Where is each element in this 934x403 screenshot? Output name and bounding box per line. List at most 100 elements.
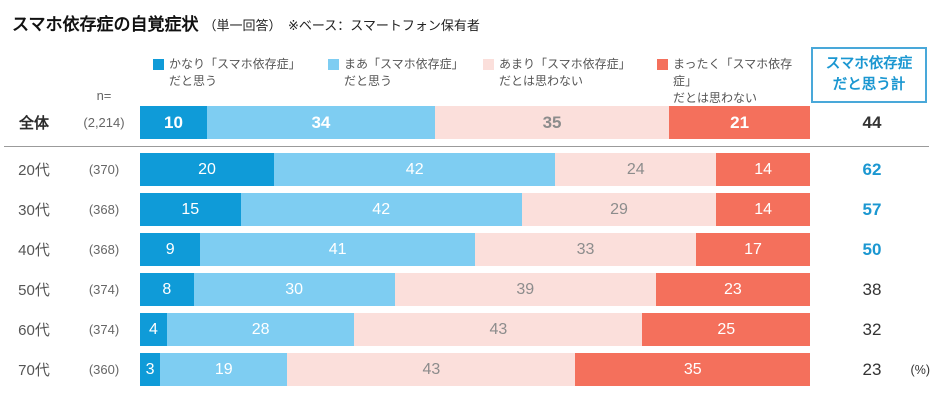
segment-value: 35	[542, 112, 562, 132]
bar-segment: 43	[287, 353, 576, 386]
row-total: 32	[862, 319, 882, 339]
bar-segment: 17	[696, 233, 810, 266]
segment-value: 15	[181, 200, 200, 218]
bar-segment: 28	[166, 313, 355, 346]
row-label: 50代	[18, 282, 50, 299]
segment-value: 21	[730, 112, 750, 132]
n-header-label: n=	[96, 88, 112, 103]
segment-value: 29	[610, 200, 628, 218]
segment-value: 34	[311, 112, 331, 132]
segment-value: 20	[198, 160, 216, 178]
stacked-bar: 8 30 39 23	[140, 273, 810, 306]
stacked-bar: 15 42 29 14	[140, 193, 810, 226]
total-box-line1: スマホ依存症	[825, 56, 913, 72]
bar-segment: 21	[669, 106, 810, 139]
segment-value: 14	[754, 200, 772, 218]
bar-segment: 20	[140, 153, 274, 186]
row-total: 38	[862, 279, 882, 299]
segment-value: 35	[683, 360, 702, 378]
stacked-bar: 4 28 43 25	[140, 313, 810, 346]
segment-value: 28	[251, 320, 270, 338]
row-n-value: (370)	[88, 162, 120, 177]
chart-row: 全体 (2,214) 10 34 35 21 44	[0, 106, 934, 139]
row-n-value: (374)	[88, 322, 120, 337]
row-total: 57	[862, 199, 882, 219]
bar-segment: 42	[274, 153, 556, 186]
bar-segment: 30	[193, 273, 395, 306]
row-label: 20代	[18, 162, 50, 179]
legend-item-label: まあ「スマホ依存症」 だと思う	[344, 57, 464, 88]
legend-swatch	[483, 59, 494, 70]
row-label: 60代	[18, 322, 50, 339]
total-box-line2: だと思う計	[832, 77, 906, 94]
row-total: 44	[862, 112, 882, 132]
segment-value: 43	[489, 320, 508, 338]
legend-swatch	[153, 59, 164, 70]
segment-value: 19	[214, 360, 233, 378]
chart-row: 40代 (368) 9 41 33 17 50	[0, 233, 934, 266]
segment-value: 39	[516, 280, 535, 298]
bar-segment: 29	[521, 193, 717, 226]
segment-value: 25	[717, 320, 736, 338]
chart-row: 20代 (370) 20 42 24 14 62	[0, 153, 934, 186]
segment-value: 41	[328, 240, 347, 258]
row-label: 全体	[18, 115, 49, 132]
legend-item: かなり「スマホ依存症」 だと思う	[153, 56, 328, 106]
legend: かなり「スマホ依存症」 だと思う まあ「スマホ依存症」 だと思う あまり「スマホ依存症」…	[153, 56, 809, 106]
legend-item-label: かなり「スマホ依存症」 だと思う	[169, 57, 301, 88]
total-summary-box: スマホ依存症 だと思う計	[811, 47, 927, 104]
segment-value: 42	[405, 160, 424, 178]
bar-segment: 3	[140, 353, 161, 386]
bar-segment: 25	[642, 313, 810, 346]
bar-segment: 15	[140, 193, 241, 226]
bar-segment: 10	[140, 106, 207, 139]
title-main: スマホ依存症の自覚症状	[12, 15, 199, 34]
segment-value: 33	[576, 240, 595, 258]
segment-value: 4	[148, 320, 158, 338]
stacked-bar: 10 34 35 21	[140, 106, 810, 139]
segment-value: 43	[422, 360, 441, 378]
row-n-value: (360)	[88, 362, 120, 377]
bar-segment: 34	[207, 106, 435, 139]
chart-rows: 全体 (2,214) 10 34 35 21 44 20代 (370) 20 42 24 14 62 30代…	[0, 106, 934, 393]
stacked-bar: 9 41 33 17	[140, 233, 810, 266]
bar-segment: 23	[655, 273, 810, 306]
legend-swatch	[328, 59, 339, 70]
row-total: 50	[862, 239, 882, 259]
chart-row: 70代 (360) 3 19 43 35 23 (%)	[0, 353, 934, 386]
segment-value: 8	[162, 280, 172, 298]
legend-item: まったく「スマホ依存症」 だとは思わない	[657, 56, 809, 106]
row-n-value: (368)	[88, 242, 120, 257]
row-total: 23 (%)	[862, 359, 930, 379]
legend-item: まあ「スマホ依存症」 だと思う	[328, 56, 483, 106]
page-title: スマホ依存症の自覚症状 （単一回答） ※ベース：スマートフォン保有者	[0, 0, 934, 35]
row-total: 62	[862, 159, 882, 179]
segment-value: 30	[285, 280, 303, 298]
segment-value: 14	[754, 160, 772, 178]
row-n-value: (368)	[88, 202, 120, 217]
legend-swatch	[657, 59, 668, 70]
chart-row: 50代 (374) 8 30 39 23 38	[0, 273, 934, 306]
row-label: 30代	[18, 202, 50, 219]
bar-segment: 9	[140, 233, 201, 266]
bar-segment: 14	[716, 153, 810, 186]
segment-value: 10	[164, 112, 183, 132]
segment-value: 3	[145, 360, 155, 378]
bar-segment: 43	[354, 313, 643, 346]
segment-value: 23	[724, 280, 742, 298]
bar-segment: 33	[474, 233, 697, 266]
bar-segment: 19	[160, 353, 288, 386]
segment-value: 9	[165, 240, 175, 258]
stacked-bar: 20 42 24 14	[140, 153, 810, 186]
legend-item: あまり「スマホ依存症」 だとは思わない	[483, 56, 657, 106]
bar-segment: 35	[434, 106, 670, 139]
segment-value: 17	[744, 240, 762, 258]
bar-segment: 8	[140, 273, 194, 306]
row-separator	[4, 146, 929, 147]
segment-value: 24	[626, 160, 645, 178]
row-label: 40代	[18, 242, 50, 259]
bar-segment: 24	[555, 153, 717, 186]
legend-item-label: まったく「スマホ依存症」 だとは思わない	[673, 57, 793, 105]
stacked-bar: 3 19 43 35	[140, 353, 810, 386]
